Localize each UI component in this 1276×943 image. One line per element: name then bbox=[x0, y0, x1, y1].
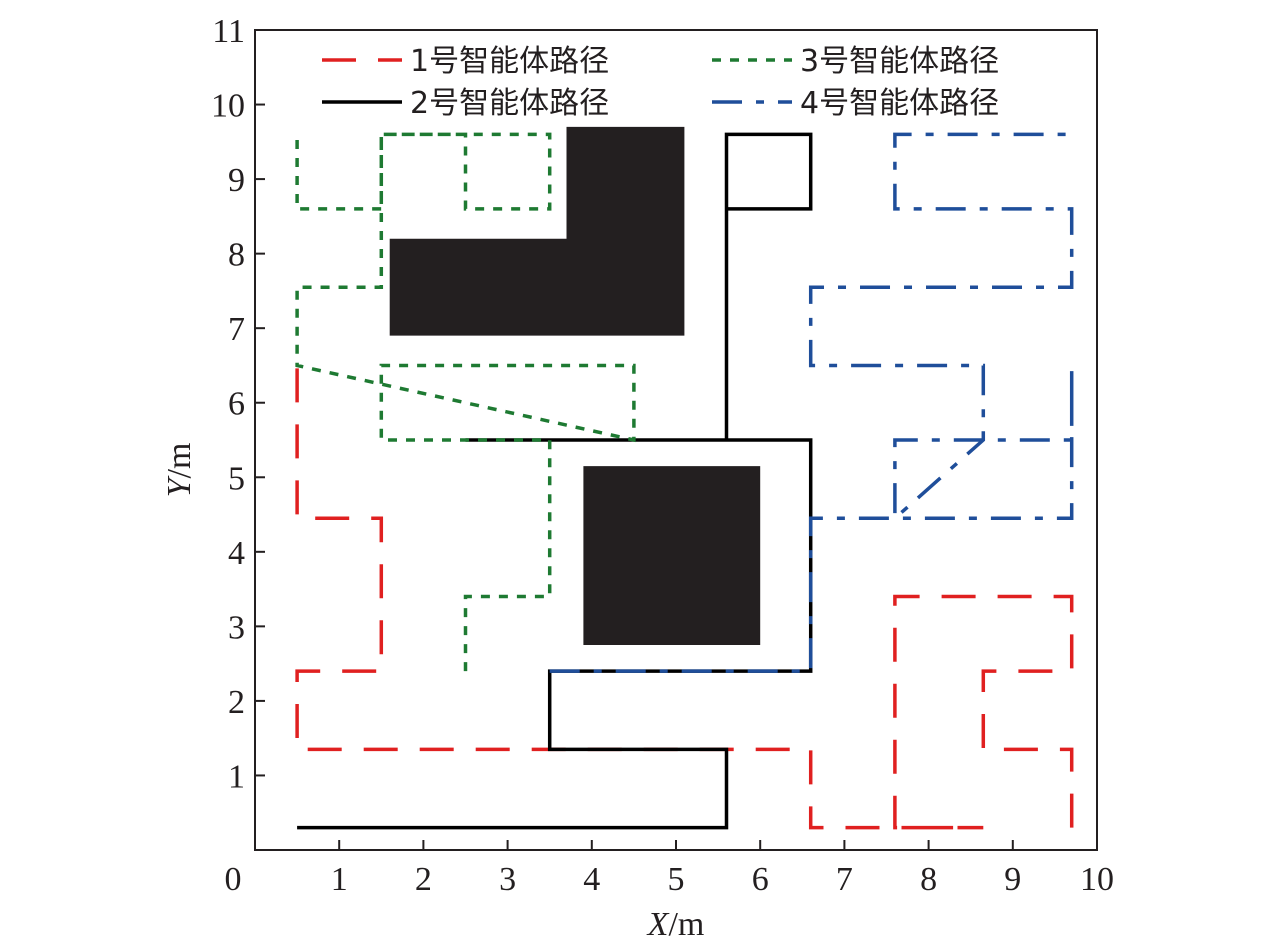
y-tick-label: 9 bbox=[228, 162, 245, 199]
y-tick-label: 8 bbox=[228, 237, 245, 274]
y-tick-label: 2 bbox=[228, 684, 245, 721]
legend-entry-agent-1: 1号智能体路径 bbox=[322, 44, 609, 79]
x-axis-label: X/m bbox=[646, 906, 705, 943]
y-tick-label: 6 bbox=[228, 386, 245, 423]
obstacle-1 bbox=[389, 126, 685, 336]
agent-4-path bbox=[549, 132, 1074, 673]
agent-3-path bbox=[295, 132, 636, 672]
legend-label: 1号智能体路径 bbox=[410, 44, 609, 79]
obstacle-2 bbox=[583, 466, 761, 645]
origin-label: 0 bbox=[225, 861, 242, 898]
x-tick-label: 1 bbox=[331, 861, 348, 898]
x-tick-label: 3 bbox=[499, 861, 516, 898]
y-tick-label: 4 bbox=[228, 535, 245, 572]
legend-label: 3号智能体路径 bbox=[800, 44, 999, 79]
y-tick-label: 1 bbox=[228, 758, 245, 795]
legend-entry-agent-4: 4号智能体路径 bbox=[712, 86, 999, 121]
y-tick-label: 10 bbox=[211, 88, 245, 125]
agent-2-path bbox=[297, 132, 813, 830]
x-tick-label: 2 bbox=[415, 861, 432, 898]
legend-label: 4号智能体路径 bbox=[800, 86, 999, 121]
agent-1-path bbox=[295, 365, 1074, 830]
x-tick-label: 6 bbox=[752, 861, 769, 898]
x-tick-label: 9 bbox=[1004, 861, 1021, 898]
x-tick-label: 7 bbox=[836, 861, 853, 898]
x-axis-unit: /m bbox=[668, 906, 704, 943]
legend-label: 2号智能体路径 bbox=[410, 86, 609, 121]
x-tick-label: 10 bbox=[1080, 861, 1114, 898]
legend: 1号智能体路径 3号智能体路径 2号智能体路径 4号智能体路径 bbox=[322, 44, 999, 121]
plot-area bbox=[295, 126, 1074, 830]
legend-entry-agent-3: 3号智能体路径 bbox=[712, 44, 999, 79]
y-tick-label: 11 bbox=[212, 13, 245, 50]
x-tick-label: 5 bbox=[668, 861, 685, 898]
y-axis-variable: Y bbox=[161, 475, 198, 497]
x-axis-variable: X bbox=[646, 906, 670, 943]
x-tick-label: 4 bbox=[583, 861, 600, 898]
y-tick-label: 7 bbox=[228, 311, 245, 348]
y-tick-label: 5 bbox=[228, 460, 245, 497]
y-axis-unit: /m bbox=[161, 443, 198, 479]
y-axis-label: Y/m bbox=[161, 443, 198, 498]
x-tick-label: 8 bbox=[920, 861, 937, 898]
y-tick-label: 3 bbox=[228, 609, 245, 646]
legend-entry-agent-2: 2号智能体路径 bbox=[322, 86, 609, 121]
